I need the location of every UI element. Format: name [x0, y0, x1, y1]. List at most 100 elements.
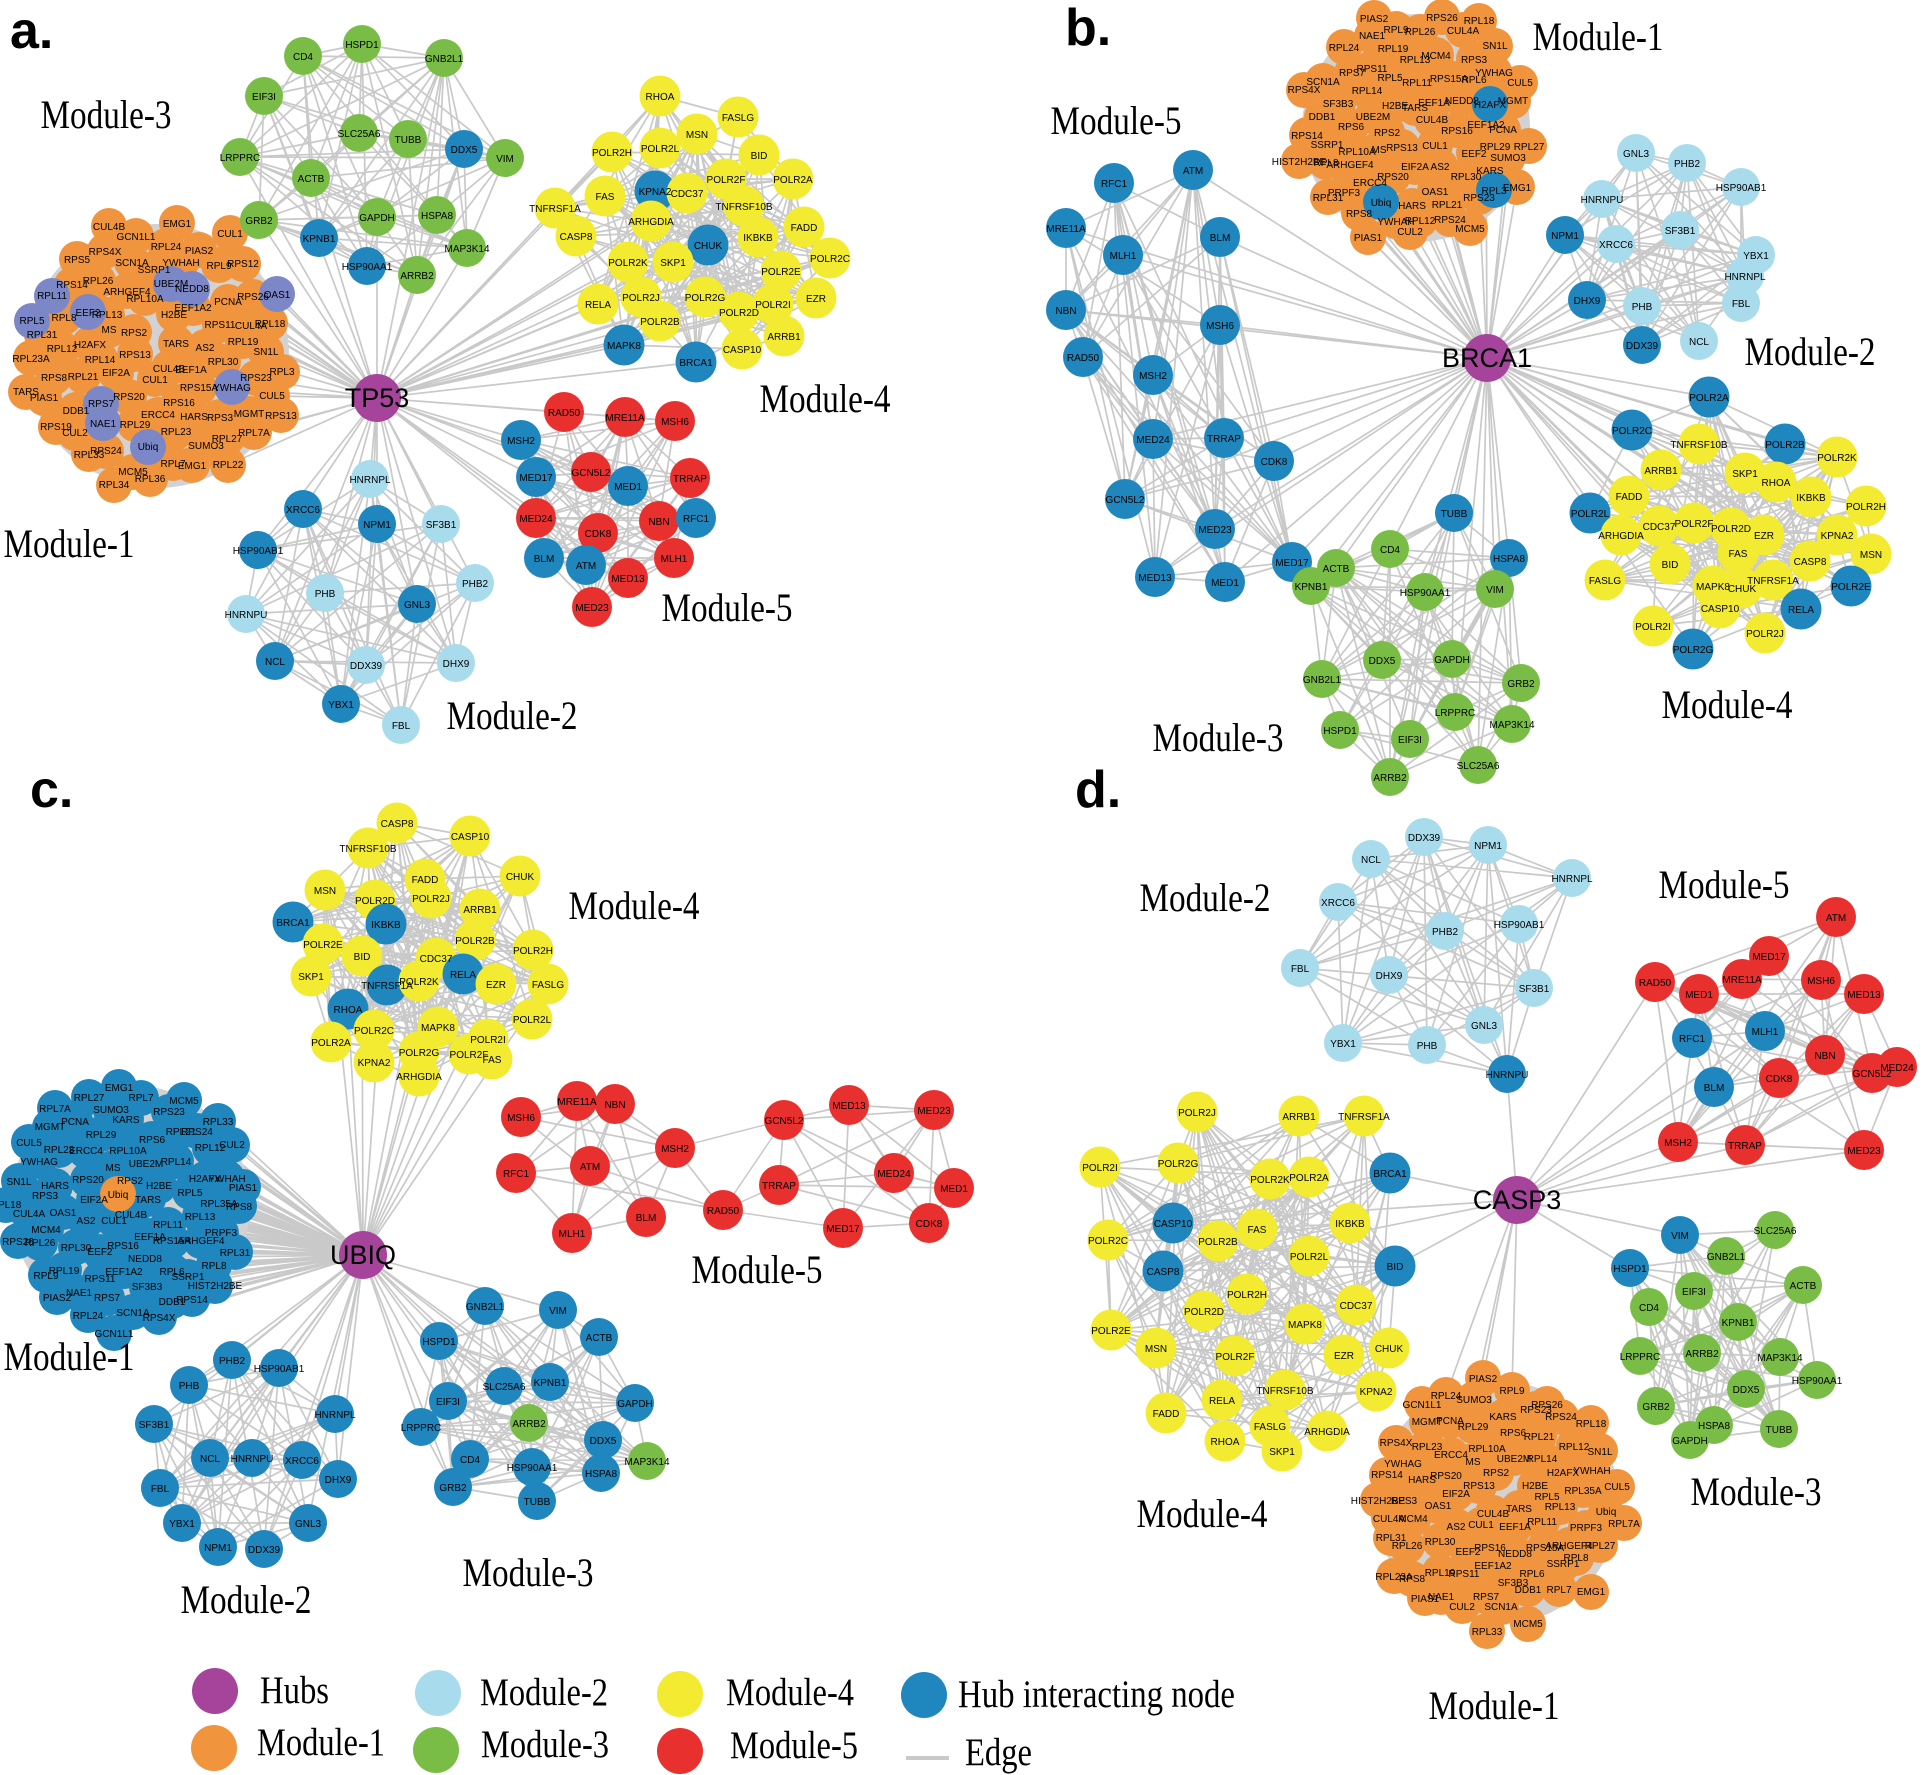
svg-text:RAD50: RAD50 [1067, 353, 1100, 364]
svg-text:RPL31: RPL31 [27, 330, 58, 341]
svg-text:CUL1: CUL1 [101, 1216, 127, 1227]
svg-text:EIF2A: EIF2A [1442, 1489, 1470, 1500]
svg-text:H2BE: H2BE [1522, 1481, 1548, 1492]
svg-text:BLM: BLM [1210, 233, 1231, 244]
svg-text:RPL24: RPL24 [1431, 1391, 1462, 1402]
svg-text:DDX5: DDX5 [1369, 656, 1396, 667]
svg-text:UBE2M: UBE2M [154, 279, 188, 290]
svg-text:RPL26: RPL26 [25, 1238, 56, 1249]
svg-text:HARS: HARS [41, 1181, 69, 1192]
svg-text:EIF3I: EIF3I [1682, 1287, 1706, 1298]
svg-text:YBX1: YBX1 [1743, 251, 1769, 262]
svg-text:SCN1A: SCN1A [116, 1308, 150, 1319]
svg-text:NPM1: NPM1 [1551, 231, 1579, 242]
svg-text:MED17: MED17 [826, 1224, 860, 1235]
svg-text:GNB2L1: GNB2L1 [425, 54, 464, 65]
svg-text:MAP3K14: MAP3K14 [624, 1457, 669, 1468]
svg-text:KPNA2: KPNA2 [1821, 531, 1854, 542]
svg-text:POLR2K: POLR2K [1250, 1175, 1290, 1186]
svg-text:RFC1: RFC1 [503, 1169, 530, 1180]
svg-text:MED24: MED24 [1880, 1063, 1914, 1074]
svg-text:CUL1: CUL1 [217, 229, 243, 240]
svg-text:EIF2A: EIF2A [1401, 162, 1429, 173]
svg-text:TNFRSF1A: TNFRSF1A [1338, 1112, 1390, 1123]
svg-text:CUL5: CUL5 [1507, 78, 1533, 89]
svg-text:CHUK: CHUK [1375, 1344, 1404, 1355]
svg-text:RPS3: RPS3 [1461, 55, 1488, 66]
svg-text:RPS7: RPS7 [1339, 68, 1366, 79]
svg-text:POLR2C: POLR2C [354, 1026, 394, 1037]
svg-text:RPS13: RPS13 [119, 350, 151, 361]
svg-text:SF3B1: SF3B1 [1665, 226, 1696, 237]
svg-text:RPS24: RPS24 [1434, 215, 1466, 226]
svg-text:CUL5: CUL5 [259, 391, 285, 402]
svg-text:GCN5L2: GCN5L2 [765, 1116, 804, 1127]
svg-text:ACTB: ACTB [1790, 1281, 1817, 1292]
svg-text:AS2: AS2 [196, 343, 215, 354]
svg-text:SCN1A: SCN1A [115, 258, 149, 269]
svg-text:TNFRSF1A: TNFRSF1A [529, 204, 581, 215]
svg-text:RPS11: RPS11 [1449, 1569, 1480, 1580]
svg-text:RPL21: RPL21 [1432, 200, 1463, 211]
svg-text:NBN: NBN [604, 1100, 625, 1111]
svg-text:RPS20: RPS20 [113, 392, 145, 403]
svg-text:HARS: HARS [1398, 201, 1426, 212]
svg-text:CUL4A: CUL4A [1447, 26, 1480, 37]
svg-text:DDX5: DDX5 [590, 1436, 617, 1447]
svg-text:SF3B1: SF3B1 [426, 520, 457, 531]
svg-text:CUL1: CUL1 [1468, 1520, 1494, 1531]
svg-text:MSN: MSN [314, 886, 336, 897]
svg-text:RPS11: RPS11 [85, 1274, 116, 1285]
svg-text:RHOA: RHOA [334, 1005, 363, 1016]
svg-text:NPM1: NPM1 [1474, 841, 1502, 852]
svg-text:RPL12: RPL12 [1405, 216, 1436, 227]
svg-text:CUL2: CUL2 [1397, 227, 1423, 238]
svg-text:MLH1: MLH1 [1752, 1027, 1779, 1038]
svg-text:POLR2H: POLR2H [1227, 1290, 1267, 1301]
svg-text:OAS1: OAS1 [264, 290, 291, 301]
svg-text:HIST2H2BE: HIST2H2BE [1351, 1496, 1406, 1507]
svg-text:PIAS1: PIAS1 [30, 393, 59, 404]
svg-text:RPS23: RPS23 [153, 1107, 185, 1118]
svg-text:RPL11: RPL11 [1402, 78, 1432, 89]
svg-text:EMG1: EMG1 [105, 1083, 134, 1094]
svg-text:RPL34: RPL34 [99, 480, 130, 491]
svg-text:RPL18: RPL18 [255, 319, 286, 330]
svg-text:RPL5: RPL5 [19, 316, 44, 327]
svg-text:RPL10A: RPL10A [1468, 1444, 1506, 1455]
svg-text:RPL7A: RPL7A [238, 428, 270, 439]
svg-text:NEDD8: NEDD8 [128, 1254, 162, 1265]
svg-text:XRCC6: XRCC6 [1321, 898, 1355, 909]
svg-text:MAPK8: MAPK8 [607, 341, 641, 352]
svg-text:POLR2A: POLR2A [1689, 393, 1729, 404]
svg-text:RFC1: RFC1 [683, 514, 710, 525]
svg-text:Module-5: Module-5 [1659, 862, 1790, 907]
svg-text:KPNB1: KPNB1 [303, 234, 336, 245]
svg-text:H2AFX: H2AFX [74, 340, 107, 351]
svg-text:RFC1: RFC1 [1101, 179, 1128, 190]
svg-text:POLR2D: POLR2D [1711, 524, 1751, 535]
svg-text:HNRNPL: HNRNPL [1724, 272, 1766, 283]
svg-text:RPL29: RPL29 [1480, 142, 1511, 153]
svg-text:RPS15A: RPS15A [153, 1236, 192, 1247]
svg-text:MED1: MED1 [1685, 990, 1713, 1001]
svg-text:HSPA8: HSPA8 [421, 211, 453, 222]
svg-text:RELA: RELA [1788, 605, 1814, 616]
svg-text:CUL1: CUL1 [142, 375, 168, 386]
svg-text:POLR2L: POLR2L [1571, 509, 1610, 520]
svg-text:RPS7: RPS7 [1473, 1592, 1500, 1603]
svg-text:RAD50: RAD50 [548, 408, 581, 419]
svg-text:RPS2: RPS2 [1374, 128, 1401, 139]
svg-text:RPL18: RPL18 [0, 1200, 22, 1211]
svg-text:Module-2: Module-2 [447, 693, 578, 738]
svg-text:HIST2H2BE: HIST2H2BE [188, 1281, 243, 1292]
svg-text:DHX9: DHX9 [1376, 971, 1403, 982]
svg-text:NAE1: NAE1 [1428, 1592, 1455, 1603]
svg-text:MED24: MED24 [877, 1169, 911, 1180]
svg-text:POLR2D: POLR2D [1184, 1307, 1224, 1318]
svg-text:PIAS2: PIAS2 [1360, 14, 1389, 25]
svg-text:TRRAP: TRRAP [1207, 434, 1241, 445]
svg-text:KPNB1: KPNB1 [534, 1378, 567, 1389]
svg-text:HNRNPU: HNRNPU [225, 610, 268, 621]
svg-text:EMG1: EMG1 [1503, 183, 1532, 194]
